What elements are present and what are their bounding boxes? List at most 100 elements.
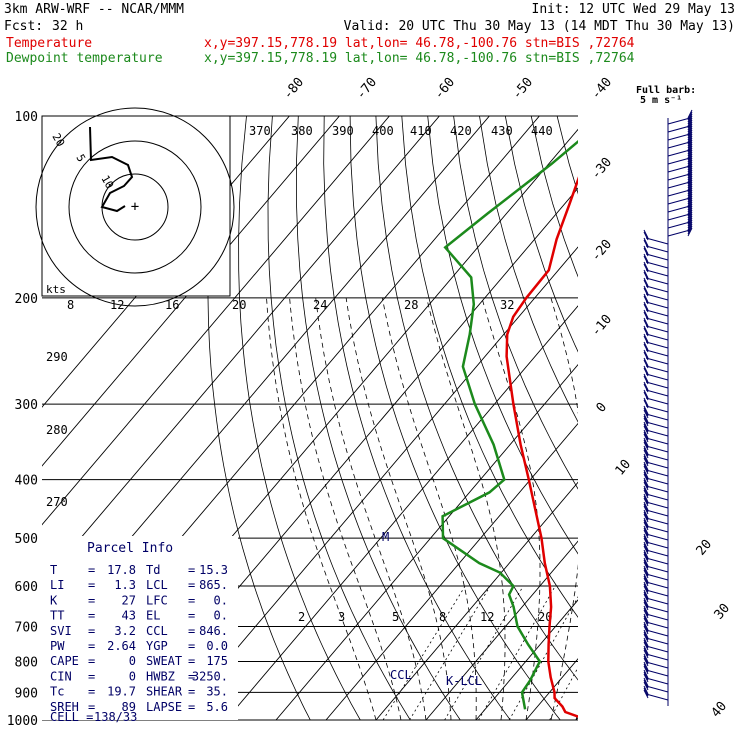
parcel-eq: = <box>88 578 95 592</box>
wind-barb-flag <box>643 621 649 631</box>
moist-adiabat-line <box>575 710 578 720</box>
wind-barb-flag <box>643 535 649 545</box>
wind-barb <box>667 213 691 221</box>
theta-label: 280 <box>46 423 68 437</box>
pressure-tick-label: 500 <box>15 532 38 547</box>
wind-barb <box>645 405 669 413</box>
wind-barb-flag <box>643 367 649 377</box>
wind-barb <box>645 541 669 549</box>
wind-barb-flag <box>643 553 649 563</box>
wind-barb <box>645 461 669 469</box>
dry-adiabat-line <box>687 116 740 720</box>
wind-barb-flag <box>643 405 649 415</box>
wind-barb-flag <box>687 141 693 151</box>
wind-barb <box>667 165 691 173</box>
parcel-key: CAPE <box>50 654 79 668</box>
hodograph-speed-20: 20 <box>49 131 67 149</box>
wind-barb-flag <box>687 131 693 141</box>
wind-barb-flag <box>643 449 649 459</box>
dry-adiabat-line <box>349 116 561 720</box>
parcel-info-box: Parcel Info T = 17.8 Td = 15.3 LI = 1.3 LCL = 865. K… <box>42 536 238 724</box>
hodograph-kts-label: kts <box>46 283 66 296</box>
wind-barb <box>645 357 669 365</box>
wind-barb <box>645 381 669 389</box>
mixing-ratio-line <box>508 596 578 720</box>
wind-barb-flag <box>643 527 649 537</box>
wind-barb <box>645 477 669 485</box>
wind-barb-flag <box>687 121 693 131</box>
wind-barb <box>645 509 669 517</box>
parcel-eq: = <box>188 700 195 714</box>
wind-barb-flag <box>643 551 649 561</box>
isotherm-label: 40 <box>709 699 731 721</box>
wind-barb-flag <box>643 285 649 295</box>
wind-barb-flag <box>687 227 693 237</box>
wind-barb-flag <box>643 455 649 465</box>
wind-barb-flag <box>643 417 649 427</box>
theta-label: 290 <box>46 350 68 364</box>
wind-barb-flag <box>643 477 649 487</box>
mixing-ratio-label: 12 <box>480 610 494 624</box>
temperature-legend: Temperature <box>6 36 92 51</box>
wind-barb-flag <box>643 469 649 479</box>
isotherm-label: 30 <box>712 601 734 623</box>
wind-barb <box>667 197 691 205</box>
wind-barb-flag <box>643 609 649 619</box>
hodograph-scale-8: 8 <box>67 298 74 312</box>
wind-barb-flag <box>643 529 649 539</box>
parcel-value: 1.3 <box>114 578 136 592</box>
wind-barb-flag <box>687 217 693 227</box>
wind-barb-flag <box>687 169 693 179</box>
isotherm-label: -10 <box>589 312 616 340</box>
pressure-tick-label: 700 <box>15 620 38 635</box>
wind-barb-flag <box>687 161 693 171</box>
init-time: Init: 12 UTC Wed 29 May 13 <box>532 2 736 17</box>
isotherm-label: 0 <box>594 400 611 416</box>
wind-barb <box>645 365 669 373</box>
wind-barb <box>645 565 669 573</box>
wind-barb-flag <box>643 407 649 417</box>
wind-barb-flag <box>643 549 649 559</box>
wind-barb-flag <box>643 373 649 383</box>
dry-adiabat-line <box>427 116 578 555</box>
wind-barb-flag <box>687 125 693 135</box>
wind-barb-flag <box>687 189 693 199</box>
wind-barb-flag <box>687 171 693 181</box>
wind-barb-flag <box>643 639 649 649</box>
wind-barb-flag <box>687 195 693 205</box>
wind-barb-flag <box>687 127 693 137</box>
wind-barb-flag <box>687 205 693 215</box>
wind-barb-flag <box>643 255 649 265</box>
wind-barb-flag <box>643 511 649 521</box>
forecast-hour: 32 h <box>52 19 83 34</box>
wind-barb <box>667 117 691 125</box>
wind-barb-flag <box>643 673 649 683</box>
parcel-eq: = <box>88 593 95 607</box>
pressure-tick-label: 100 <box>15 110 38 125</box>
parcel-value: 0 <box>129 654 136 668</box>
wind-barb <box>645 605 669 613</box>
wind-barb-flag <box>687 215 693 225</box>
wind-barb-flag <box>687 213 693 223</box>
theta-label: 370 <box>249 124 271 138</box>
isotherm-line <box>575 716 578 720</box>
wind-barb-flag <box>643 689 649 699</box>
isotherm-label: -50 <box>510 75 537 103</box>
theta-label: 440 <box>531 124 553 138</box>
wind-barb-flag <box>643 605 649 615</box>
parcel-info-title: Parcel Info <box>87 541 173 556</box>
background-lines <box>42 116 740 720</box>
wind-barb-flag <box>643 575 649 585</box>
wind-barb-flag <box>687 143 693 153</box>
wind-barb-flag <box>643 277 649 287</box>
isotherm-line <box>175 246 578 720</box>
wind-barb-flag <box>643 247 649 257</box>
parcel-value: 0. <box>214 609 228 623</box>
pressure-tick-label: 300 <box>15 398 38 413</box>
wind-barb-flag <box>687 187 693 197</box>
parcel-value: 865. <box>199 578 228 592</box>
wind-barb-flag <box>687 155 693 165</box>
wind-barb-flag <box>643 497 649 507</box>
wind-barb-flag <box>643 677 649 687</box>
wind-barb <box>645 637 669 645</box>
